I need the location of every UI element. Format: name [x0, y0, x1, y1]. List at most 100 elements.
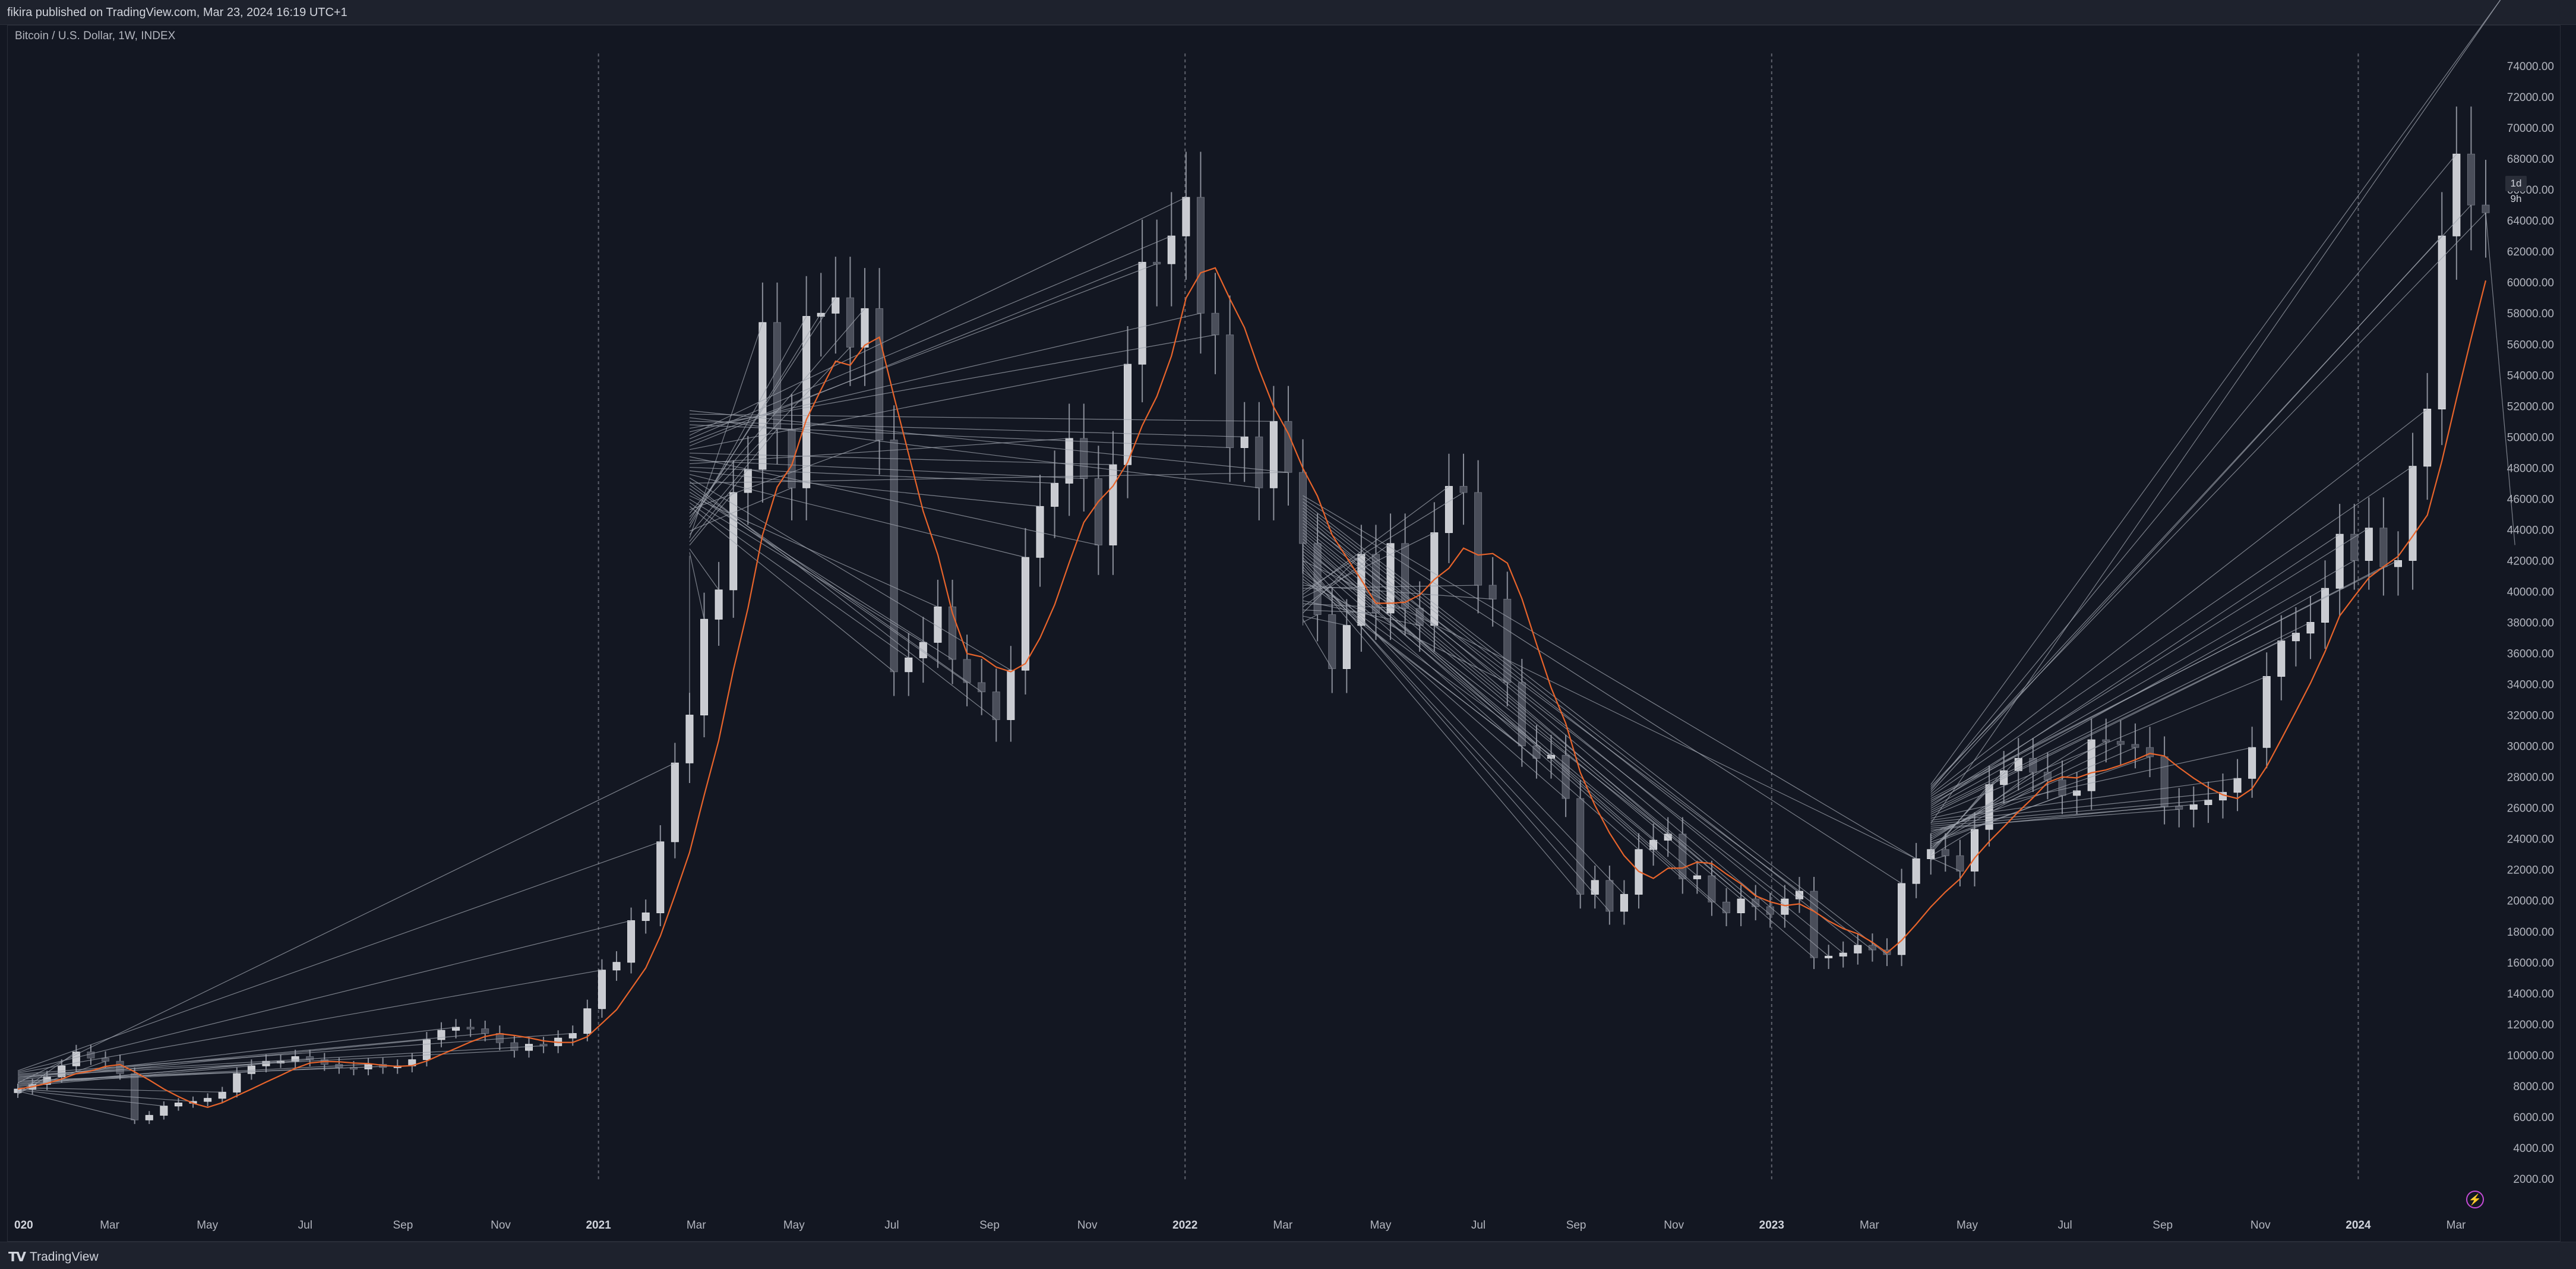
candle-body[interactable] [102, 1058, 110, 1062]
candle-body[interactable] [627, 920, 636, 963]
candle-body[interactable] [1810, 891, 1818, 958]
candle-body[interactable] [1269, 421, 1278, 488]
candle-body[interactable] [422, 1039, 431, 1060]
candle-body[interactable] [1167, 235, 1175, 264]
candle-body[interactable] [2335, 534, 2344, 589]
candle-body[interactable] [2365, 528, 2373, 561]
candle-body[interactable] [1007, 670, 1015, 720]
candle-body[interactable] [481, 1028, 489, 1034]
candle-body[interactable] [875, 308, 884, 441]
chart-pane[interactable] [7, 25, 2561, 1242]
candle-body[interactable] [1605, 880, 1614, 912]
candle-body[interactable] [2277, 640, 2286, 677]
candle-body[interactable] [1970, 829, 1978, 872]
candle-body[interactable] [1240, 436, 1249, 449]
candle-body[interactable] [145, 1115, 153, 1120]
candle-body[interactable] [1766, 906, 1774, 915]
candle-body[interactable] [2379, 528, 2388, 567]
candle-body[interactable] [978, 682, 986, 693]
candle-body[interactable] [1839, 952, 1847, 957]
candle-body[interactable] [1956, 855, 1964, 872]
candle-body[interactable] [218, 1091, 226, 1099]
candle-body[interactable] [1854, 945, 1862, 954]
candle-body[interactable] [685, 715, 694, 763]
candle-body[interactable] [715, 589, 723, 620]
candle-body[interactable] [204, 1098, 212, 1102]
candle-body[interactable] [1722, 901, 1731, 914]
candle-body[interactable] [2102, 739, 2110, 742]
candle-body[interactable] [905, 657, 913, 673]
lightning-icon[interactable]: ⚡ [2466, 1191, 2484, 1208]
candle-body[interactable] [2146, 747, 2154, 757]
candle-body[interactable] [1898, 883, 1906, 955]
candle-body[interactable] [1138, 261, 1146, 365]
candle-body[interactable] [1825, 955, 1833, 958]
candle-body[interactable] [1109, 464, 1117, 545]
candle-body[interactable] [1021, 557, 1029, 671]
candle-body[interactable] [2423, 409, 2432, 467]
candlestick-chart[interactable]: 74000.0072000.0070000.0068000.0066000.00… [0, 0, 2576, 1242]
candle-body[interactable] [1562, 755, 1570, 799]
candle-body[interactable] [2189, 804, 2198, 810]
candle-body[interactable] [466, 1027, 475, 1030]
candle-body[interactable] [612, 962, 621, 971]
candle-body[interactable] [1445, 486, 1453, 534]
candle-body[interactable] [598, 970, 606, 1009]
candle-body[interactable] [1255, 436, 1263, 488]
candle-body[interactable] [1153, 261, 1161, 264]
candle-body[interactable] [1488, 585, 1497, 599]
candle-body[interactable] [233, 1073, 241, 1093]
candle-body[interactable] [247, 1065, 255, 1074]
candle-body[interactable] [832, 297, 840, 314]
candle-body[interactable] [890, 440, 898, 673]
candle-body[interactable] [1664, 834, 1672, 841]
candle-body[interactable] [510, 1042, 519, 1051]
candle-body[interactable] [1124, 364, 1132, 465]
candle-body[interactable] [160, 1106, 168, 1116]
candle-body[interactable] [1459, 486, 1468, 493]
candle-body[interactable] [1620, 894, 1628, 912]
candle-body[interactable] [1094, 478, 1102, 545]
candle-body[interactable] [729, 492, 738, 591]
candle-body[interactable] [1474, 492, 1483, 586]
candle-body[interactable] [583, 1008, 592, 1034]
candle-body[interactable] [2438, 235, 2446, 410]
candle-body[interactable] [992, 692, 1000, 720]
candle-body[interactable] [1941, 849, 1949, 856]
candle-body[interactable] [2131, 744, 2139, 748]
candle-body[interactable] [656, 841, 665, 914]
candle-body[interactable] [2175, 806, 2183, 810]
candle-body[interactable] [1211, 312, 1219, 336]
candle-body[interactable] [1912, 858, 1920, 884]
candle-body[interactable] [2014, 757, 2022, 771]
candle-body[interactable] [2409, 466, 2417, 561]
candle-body[interactable] [1080, 438, 1088, 479]
candle-body[interactable] [2467, 153, 2475, 206]
candle-body[interactable] [1196, 197, 1205, 314]
candle-body[interactable] [174, 1103, 182, 1107]
candle-body[interactable] [1342, 625, 1351, 670]
candle-body[interactable] [1679, 834, 1687, 879]
candle-body[interactable] [2321, 588, 2330, 623]
candle-body[interactable] [1226, 334, 1234, 449]
candle-body[interactable] [641, 913, 650, 921]
candle-body[interactable] [2116, 741, 2125, 745]
candle-body[interactable] [2262, 676, 2271, 748]
candle-body[interactable] [2350, 534, 2359, 561]
candle-body[interactable] [87, 1052, 95, 1059]
candle-body[interactable] [2204, 800, 2212, 805]
candle-body[interactable] [1781, 898, 1789, 915]
candle-body[interactable] [700, 618, 709, 716]
candle-body[interactable] [1693, 875, 1701, 879]
candle-body[interactable] [437, 1030, 445, 1040]
candle-body[interactable] [861, 308, 869, 348]
candle-body[interactable] [1182, 197, 1190, 236]
candle-body[interactable] [1737, 898, 1745, 914]
candle-body[interactable] [1415, 608, 1424, 626]
candle-body[interactable] [1051, 482, 1059, 507]
candle-body[interactable] [2482, 204, 2490, 213]
candle-body[interactable] [671, 762, 679, 842]
candle-body[interactable] [525, 1044, 533, 1051]
candle-body[interactable] [2248, 747, 2256, 779]
candle-body[interactable] [2233, 778, 2242, 793]
